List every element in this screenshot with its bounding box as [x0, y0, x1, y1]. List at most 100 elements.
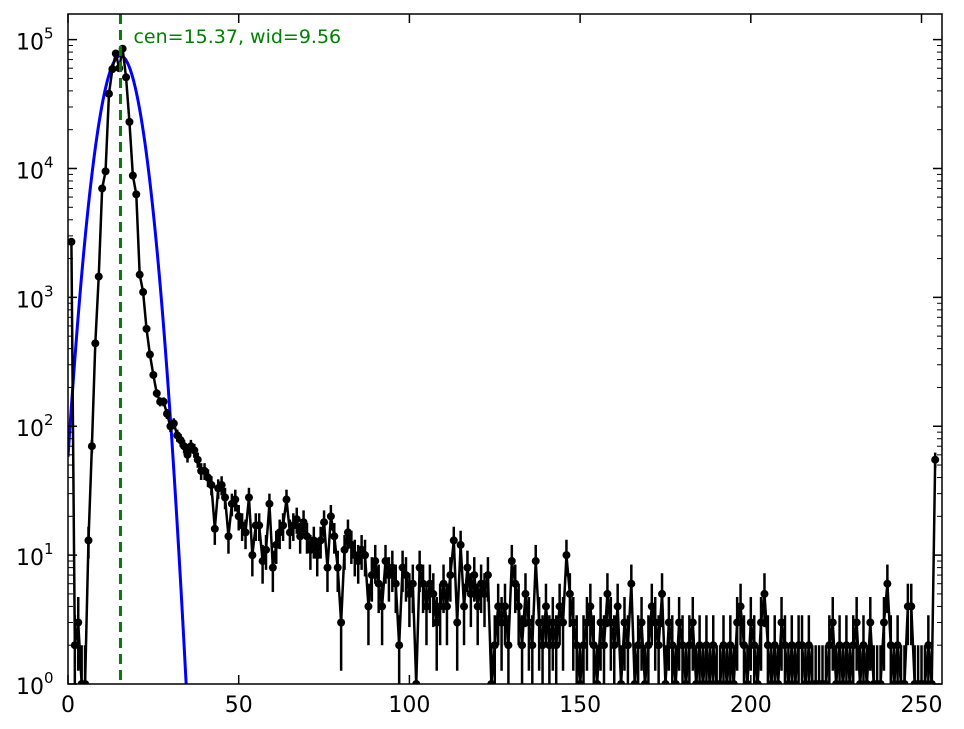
data-point — [733, 618, 742, 627]
data-point — [398, 563, 407, 572]
data-point — [866, 618, 875, 627]
data-point — [224, 532, 233, 541]
y-tick-label: 101 — [16, 540, 54, 571]
data-point — [422, 602, 431, 611]
data-point — [507, 557, 516, 566]
data-point — [446, 571, 455, 580]
data-point — [122, 73, 131, 82]
data-point — [630, 680, 639, 684]
data-point — [285, 528, 294, 537]
data-point — [128, 171, 137, 180]
data-point — [804, 641, 813, 650]
data-point — [487, 680, 496, 684]
data-point — [883, 579, 892, 588]
data-point — [439, 579, 448, 588]
data-point — [702, 641, 711, 650]
data-point — [248, 551, 257, 560]
data-point — [600, 641, 609, 650]
data-point — [203, 473, 212, 482]
data-point — [610, 641, 619, 650]
data-point — [292, 515, 301, 524]
data-point — [265, 499, 274, 508]
data-point — [104, 89, 113, 98]
data-point — [401, 571, 410, 580]
data-point — [494, 602, 503, 611]
data-point — [627, 579, 636, 588]
data-point — [777, 618, 786, 627]
data-point — [180, 442, 189, 451]
data-point — [425, 579, 434, 588]
data-point — [565, 589, 574, 598]
data-point — [541, 602, 550, 611]
data-point — [661, 680, 670, 684]
data-point — [900, 680, 909, 684]
data-point — [282, 495, 291, 504]
data-point — [801, 680, 810, 684]
data-point — [101, 167, 110, 176]
data-point — [111, 49, 120, 58]
data-point — [562, 551, 571, 560]
data-point — [647, 602, 656, 611]
data-point — [504, 641, 513, 650]
data-point — [832, 680, 841, 684]
x-tick-label: 100 — [388, 693, 430, 718]
data-point — [460, 602, 469, 611]
data-point — [920, 680, 929, 684]
data-point — [668, 641, 677, 650]
data-point — [337, 618, 346, 627]
data-point — [852, 618, 861, 627]
data-point — [391, 579, 400, 588]
data-point — [302, 532, 311, 541]
data-point — [442, 602, 451, 611]
data-point — [364, 602, 373, 611]
data-point — [347, 540, 356, 549]
data-point — [890, 680, 899, 684]
data-point — [613, 602, 622, 611]
data-point — [589, 641, 598, 650]
data-point — [606, 618, 615, 627]
data-point — [343, 528, 352, 537]
data-point — [405, 589, 414, 598]
data-point — [244, 493, 253, 502]
data-point — [637, 618, 646, 627]
data-point — [716, 680, 725, 684]
data-point — [514, 602, 523, 611]
data-point — [787, 641, 796, 650]
data-point — [477, 579, 486, 588]
data-point — [221, 493, 230, 502]
data-point — [835, 641, 844, 650]
data-point — [572, 641, 581, 650]
data-point — [692, 680, 701, 684]
data-point — [429, 589, 438, 598]
data-point — [70, 641, 79, 650]
data-point — [436, 602, 445, 611]
data-point — [84, 536, 93, 545]
data-point — [108, 65, 117, 74]
data-point — [501, 602, 509, 611]
data-point — [483, 571, 492, 580]
data-point — [685, 641, 694, 650]
data-point — [200, 466, 209, 475]
data-point — [924, 641, 933, 650]
data-point — [695, 641, 704, 650]
data-point — [183, 450, 192, 459]
data-point — [521, 589, 530, 598]
data-point — [842, 641, 851, 650]
data-point — [664, 618, 673, 627]
data-series-layer — [68, 44, 940, 684]
data-point — [538, 641, 547, 650]
data-point — [524, 618, 533, 627]
data-point — [658, 589, 667, 598]
data-point — [617, 680, 626, 684]
data-point — [886, 641, 895, 650]
data-point — [231, 495, 240, 504]
data-point — [463, 563, 472, 572]
data-line — [70, 47, 937, 684]
data-point — [651, 618, 660, 627]
data-point — [593, 680, 602, 684]
data-point — [623, 641, 632, 650]
data-point — [825, 641, 834, 650]
data-point — [545, 641, 554, 650]
data-point — [555, 602, 564, 611]
data-point — [142, 324, 151, 333]
